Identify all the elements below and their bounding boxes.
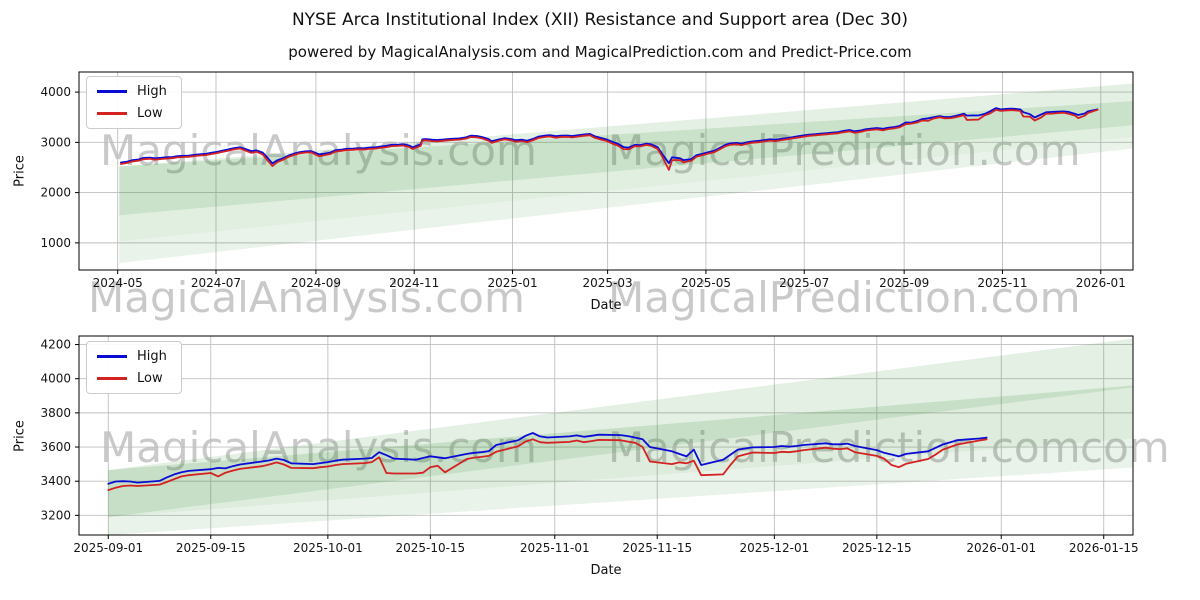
low-line bbox=[107, 438, 988, 491]
legend-entry-high: High bbox=[97, 350, 167, 363]
support-resistance-band bbox=[108, 338, 1133, 518]
x-tick-label: 2024-09 bbox=[291, 276, 341, 290]
support-resistance-band bbox=[119, 136, 1133, 263]
watermark-text: MagicalPrediction.com bbox=[608, 273, 1081, 322]
low-line-swatch bbox=[97, 377, 127, 380]
x-tick-label: 2024-05 bbox=[93, 276, 143, 290]
watermark-text: MagicalAnalysis.com bbox=[88, 273, 525, 322]
legend-long-term-chart: High Low bbox=[86, 76, 182, 129]
x-tick-label: 2025-07 bbox=[779, 276, 829, 290]
x-tick-label: 2024-07 bbox=[191, 276, 241, 290]
y-tick-label: 3800 bbox=[40, 406, 71, 420]
plot-border bbox=[78, 71, 1134, 271]
x-tick-label: 2026-01-15 bbox=[1069, 541, 1139, 555]
y-tick-label: 3600 bbox=[40, 440, 71, 454]
legend-entry-high: High bbox=[97, 85, 167, 98]
legend-entry-low: Low bbox=[97, 107, 167, 120]
x-axis-label-zoomed: Date bbox=[590, 563, 622, 578]
legend-entry-low: Low bbox=[97, 372, 167, 385]
chart-subtitle: powered by MagicalAnalysis.com and Magic… bbox=[288, 43, 912, 61]
x-axis-label-long-term: Date bbox=[590, 298, 622, 313]
y-tick-label: 3200 bbox=[40, 508, 71, 522]
x-tick-label: 2025-11 bbox=[977, 276, 1027, 290]
y-tick-label: 4000 bbox=[40, 85, 71, 99]
legend-label-high: High bbox=[137, 349, 167, 364]
y-tick-label: 4000 bbox=[40, 372, 71, 386]
x-tick-label: 2025-09-01 bbox=[73, 541, 143, 555]
x-tick-label: 2025-12-15 bbox=[842, 541, 912, 555]
watermark-text: MagicalAnalysis.com bbox=[100, 126, 537, 175]
y-axis-label-long-term: Price bbox=[12, 155, 28, 187]
x-tick-label: 2025-03 bbox=[583, 276, 633, 290]
y-tick-label: 3400 bbox=[40, 474, 71, 488]
x-tick-label: 2025-11-01 bbox=[520, 541, 590, 555]
x-tick-label: 2025-09-15 bbox=[176, 541, 246, 555]
x-tick-label: 2026-01 bbox=[1076, 276, 1126, 290]
legend-label-high: High bbox=[137, 84, 167, 99]
high-line-swatch bbox=[97, 90, 127, 93]
support-resistance-band bbox=[108, 438, 1133, 535]
watermark-text: MagicalPrediction.com bbox=[608, 126, 1081, 175]
chart-title: NYSE Arca Institutional Index (XII) Resi… bbox=[291, 10, 909, 30]
x-tick-label: 2025-09 bbox=[879, 276, 929, 290]
y-axis-label-zoomed: Price bbox=[12, 420, 28, 452]
x-tick-label: 2025-11-15 bbox=[622, 541, 692, 555]
low-line bbox=[120, 109, 1099, 171]
x-tick-label: 2025-12-01 bbox=[739, 541, 809, 555]
x-tick-label: 2025-01 bbox=[487, 276, 537, 290]
y-tick-label: 3000 bbox=[40, 135, 71, 149]
legend-zoomed-chart: High Low bbox=[86, 341, 182, 394]
high-line-swatch bbox=[97, 355, 127, 358]
high-line bbox=[120, 107, 1099, 165]
y-tick-label: 4200 bbox=[40, 338, 71, 352]
low-line-swatch bbox=[97, 112, 127, 115]
x-tick-label: 2024-11 bbox=[389, 276, 439, 290]
legend-label-low: Low bbox=[137, 106, 163, 121]
watermark-text: com bbox=[1080, 423, 1170, 472]
support-resistance-band bbox=[108, 385, 1133, 518]
x-tick-label: 2025-05 bbox=[681, 276, 731, 290]
x-tick-label: 2025-10-01 bbox=[293, 541, 363, 555]
y-tick-label: 2000 bbox=[40, 186, 71, 200]
legend-label-low: Low bbox=[137, 371, 163, 386]
y-tick-label: 1000 bbox=[40, 236, 71, 250]
plot-border bbox=[78, 335, 1134, 536]
high-line bbox=[107, 432, 988, 485]
support-resistance-band bbox=[119, 101, 1133, 242]
x-tick-label: 2026-01-01 bbox=[966, 541, 1036, 555]
x-tick-label: 2025-10-15 bbox=[395, 541, 465, 555]
